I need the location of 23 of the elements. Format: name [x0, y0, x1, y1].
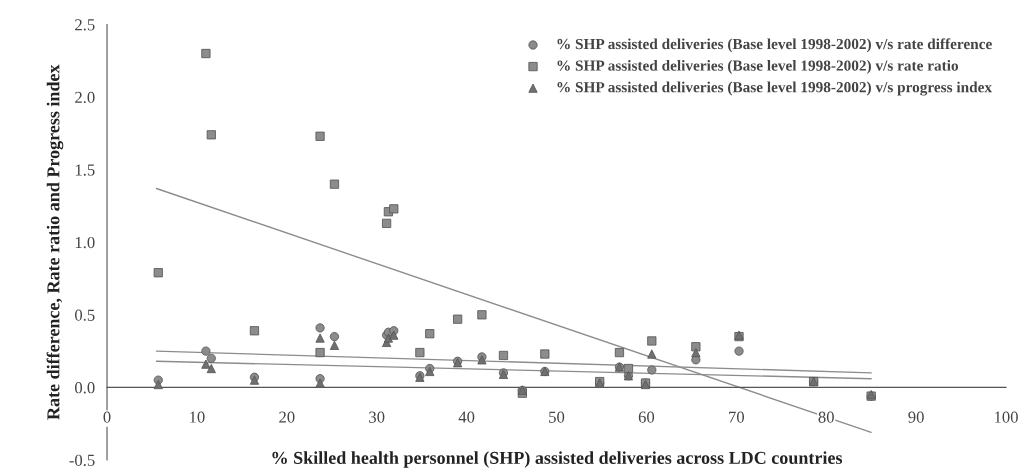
y-tick-label: 0.0 — [75, 382, 95, 394]
y-tick-label: -0.5 — [69, 454, 95, 466]
legend-label: % SHP assisted deliveries (Base level 1998-2002) v/s progress index — [557, 81, 992, 96]
x-axis-title: % Skilled health personnel (SHP) assisted deliveries across LDC countries — [272, 451, 843, 468]
x-tick-label: 70 — [729, 411, 745, 423]
x-tick-label: 40 — [458, 411, 475, 423]
y-tick-label: 1.5 — [75, 164, 95, 176]
x-tick-label: 100 — [994, 411, 1018, 423]
legend-label: % SHP assisted deliveries (Base level 1998-2002) v/s rate ratio — [557, 59, 959, 74]
x-tick-label: 50 — [549, 411, 565, 423]
x-tick-label: 90 — [908, 411, 924, 423]
y-tick-label: 2.5 — [75, 19, 95, 31]
x-tick-label: 30 — [369, 411, 385, 423]
x-tick-label: 20 — [279, 411, 295, 423]
y-tick-label: 1.0 — [75, 236, 95, 249]
y-tick-label: 0.5 — [75, 309, 95, 321]
x-tick-label: 80 — [818, 411, 834, 423]
x-tick-label: 0 — [103, 411, 111, 423]
x-tick-label: 60 — [638, 411, 655, 423]
legend-label: % SHP assisted deliveries (Base level 1998-2002) v/s rate difference — [557, 38, 992, 53]
y-tick-label: 2.0 — [75, 91, 95, 104]
y-axis-title: Rate difference, Rate ratio and Progress index — [46, 64, 64, 420]
x-tick-label: 10 — [190, 411, 205, 423]
